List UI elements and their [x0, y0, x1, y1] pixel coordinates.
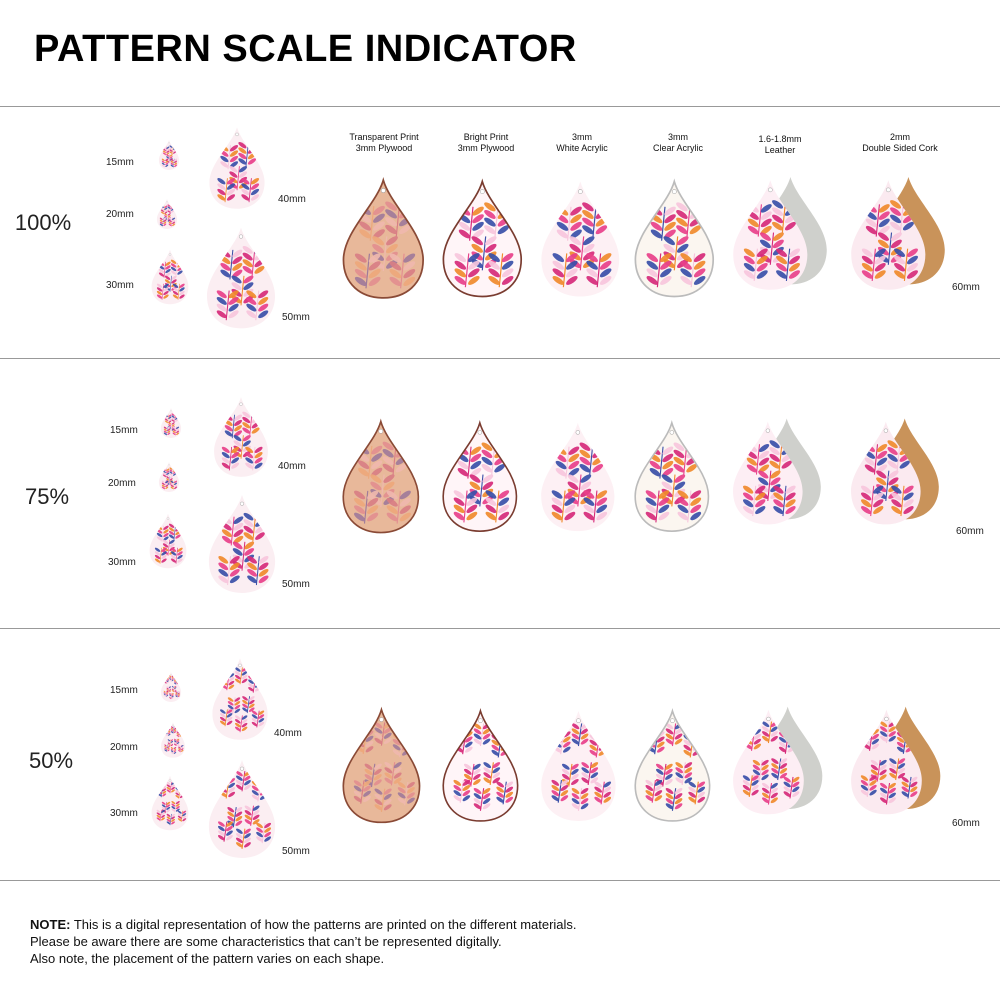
sample-white-acrylic: [541, 711, 616, 821]
note-label: NOTE:: [30, 917, 71, 932]
sample-cork: [851, 418, 939, 525]
size-label-30mm: 30mm: [108, 557, 136, 568]
size-label-15mm: 15mm: [106, 157, 134, 168]
sample-leather: [733, 706, 823, 815]
size-sample: [209, 127, 265, 209]
sample-cork: [851, 706, 941, 815]
sample-bright-plywood: [442, 178, 523, 298]
sample-clear-acrylic: [634, 419, 710, 532]
column-header-bright-plywood: Bright Print 3mm Plywood: [457, 132, 515, 153]
scale-label-100: 100%: [14, 210, 72, 235]
size-label-20mm: 20mm: [108, 478, 136, 489]
size-label-40mm: 40mm: [278, 461, 306, 472]
size-label-50mm: 50mm: [282, 846, 310, 857]
size-sample: [156, 199, 178, 229]
divider-2: [0, 628, 1000, 629]
size-label-15mm: 15mm: [110, 425, 138, 436]
size-label-20mm: 20mm: [106, 209, 134, 220]
size-sample: [208, 495, 276, 593]
note-text: NOTE: This is a digital representation o…: [30, 916, 577, 967]
scale-label-75: 75%: [24, 484, 70, 509]
sample-cork: [851, 176, 945, 290]
sample-bright-plywood: [442, 419, 518, 532]
sample-leather: [733, 418, 821, 525]
size-label-50mm: 50mm: [282, 312, 310, 323]
size-label-30mm: 30mm: [110, 808, 138, 819]
size-label-15mm: 15mm: [110, 685, 138, 696]
sample-transparent-plywood: [342, 706, 421, 824]
size-label-40mm: 40mm: [274, 728, 302, 739]
size-sample: [151, 249, 189, 305]
note-line-2: Please be aware there are some character…: [30, 934, 502, 949]
size-sample: [160, 672, 182, 702]
size-label-60mm: 60mm: [956, 526, 984, 537]
size-label-20mm: 20mm: [110, 742, 138, 753]
divider-top: [0, 106, 1000, 107]
scale-label-50: 50%: [28, 748, 74, 773]
sample-clear-acrylic: [634, 178, 715, 298]
size-label-50mm: 50mm: [282, 579, 310, 590]
sample-bright-plywood: [442, 708, 519, 822]
size-label-60mm: 60mm: [952, 818, 980, 829]
size-sample: [158, 140, 180, 170]
size-label-30mm: 30mm: [106, 280, 134, 291]
size-sample: [158, 462, 180, 492]
size-sample: [161, 722, 185, 758]
page-title: PATTERN SCALE INDICATOR: [34, 28, 577, 70]
size-sample: [208, 760, 276, 858]
size-sample: [160, 408, 182, 438]
size-sample: [212, 658, 268, 740]
note-line-1: This is a digital representation of how …: [70, 917, 577, 932]
sample-white-acrylic: [541, 181, 620, 297]
sample-white-acrylic: [541, 422, 615, 532]
sample-transparent-plywood: [342, 418, 420, 534]
size-label-60mm: 60mm: [952, 282, 980, 293]
size-sample: [151, 775, 189, 831]
column-header-white-acrylic: 3mm White Acrylic: [556, 132, 608, 153]
sample-leather: [733, 176, 827, 290]
size-sample: [206, 227, 276, 329]
divider-bottom: [0, 880, 1000, 881]
column-header-transparent-plywood: Transparent Print 3mm Plywood: [349, 132, 419, 153]
sample-clear-acrylic: [634, 708, 711, 822]
note-line-3: Also note, the placement of the pattern …: [30, 951, 385, 966]
column-header-leather: 1.6-1.8mm Leather: [758, 134, 802, 155]
divider-1: [0, 358, 1000, 359]
sample-transparent-plywood: [342, 176, 424, 299]
size-sample: [149, 513, 187, 569]
column-header-cork: 2mm Double Sided Cork: [862, 132, 938, 153]
size-label-40mm: 40mm: [278, 194, 306, 205]
column-header-clear-acrylic: 3mm Clear Acrylic: [652, 132, 703, 153]
size-sample: [214, 397, 268, 477]
